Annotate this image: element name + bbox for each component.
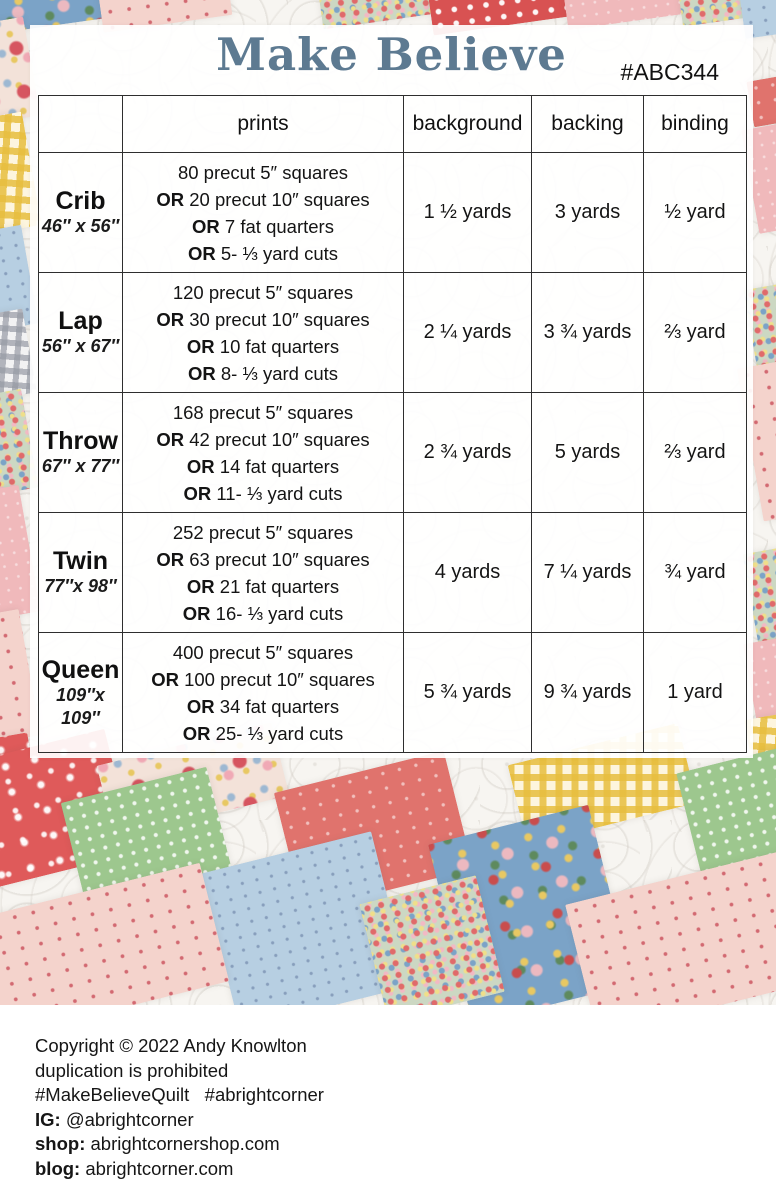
prints-line: OR 7 fat quarters [192,215,334,237]
prints-line: OR 21 fat quarters [186,575,340,597]
footer-contact-label: IG: [35,1108,61,1130]
prints-line: 400 precut 5″ squares [172,641,354,663]
size-cell: Twin 77″x 98″ [38,512,123,633]
yardage-table: prints background backing binding Crib 4… [38,95,747,753]
prints-line: OR 16- ⅓ yard cuts [182,602,344,624]
footer-contact-value: abrightcornershop.com [85,1133,280,1154]
prints-line: OR 11- ⅓ yard cuts [183,482,343,504]
binding-cell: ⅔ yard [643,392,747,513]
prints-line: OR 14 fat quarters [186,455,340,477]
size-cell: Crib 46″ x 56″ [38,152,123,273]
size-name: Queen [41,655,120,684]
backing-cell: 9 ¾ yards [531,632,644,753]
prints-cell: 400 precut 5″ squares OR 100 precut 10″ s… [122,632,404,753]
header-row: prints background backing binding [38,95,747,153]
size-table-body: Crib 46″ x 56″ 80 precut 5″ squares OR 20… [38,152,747,753]
background-cell: 2 ¼ yards [403,272,532,393]
prints-line: OR 20 precut 10″ squares [156,188,370,210]
backing-cell: 5 yards [531,392,644,513]
binding-cell: ¾ yard [643,512,747,633]
background-cell: 1 ½ yards [403,152,532,273]
footer-contact: IG: @abrightcorner [35,1108,324,1133]
col-header-binding: binding [643,95,747,153]
binding-cell: ½ yard [643,152,747,273]
binding-cell: ⅔ yard [643,272,747,393]
prints-cell: 168 precut 5″ squares OR 42 precut 10″ sq… [122,392,404,513]
pattern-title: Make Believe [216,28,567,81]
binding-cell: 1 yard [643,632,747,753]
prints-line: OR 34 fat quarters [186,695,340,717]
table-row: Twin 77″x 98″ 252 precut 5″ squares OR 63… [38,512,747,633]
prints-line: 120 precut 5″ squares [172,281,354,303]
size-dimensions: 46″ x 56″ [41,216,120,236]
footer-contact: blog: abrightcorner.com [35,1157,324,1182]
footer-line: duplication is prohibited [35,1059,229,1081]
footer-line: Copyright © 2022 Andy Knowlton [35,1035,307,1056]
footer-line: #MakeBelieveQuilt #abrightcorner [35,1084,324,1105]
fabric-patch-pink-floral [0,862,230,1005]
col-header-prints: prints [122,95,404,153]
footer-contact-label: blog: [35,1157,81,1179]
size-cell: Lap 56″ x 67″ [38,272,123,393]
col-header-background: background [403,95,532,153]
footer-contact-value: abrightcorner.com [80,1157,234,1179]
size-name: Lap [58,307,103,335]
backing-cell: 3 ¾ yards [531,272,644,393]
title-bar: Make Believe #ABC344 [30,25,753,95]
size-dimensions: 67″ x 77″ [41,456,120,476]
prints-line: 80 precut 5″ squares [177,161,349,183]
footer: Copyright © 2022 Andy Knowlton duplicatio… [35,1034,324,1181]
prints-line: OR 8- ⅓ yard cuts [187,362,339,384]
size-cell: Queen 109″x 109″ [38,632,123,753]
prints-cell: 252 precut 5″ squares OR 63 precut 10″ sq… [122,512,404,633]
background-cell: 2 ¾ yards [403,392,532,513]
table-row: Crib 46″ x 56″ 80 precut 5″ squares OR 20… [38,152,747,273]
size-cell: Throw 67″ x 77″ [38,392,123,513]
background-cell: 5 ¾ yards [403,632,532,753]
prints-line: OR 30 precut 10″ squares [156,308,370,330]
footer-contacts: IG: @abrightcorner shop: abrightcornersho… [35,1108,324,1182]
backing-cell: 3 yards [531,152,644,273]
size-dimensions: 109″x 109″ [56,684,105,728]
prints-line: OR 10 fat quarters [186,335,340,357]
backing-cell: 7 ¼ yards [531,512,644,633]
prints-line: 168 precut 5″ squares [172,401,354,423]
size-dimensions: 56″ x 67″ [41,336,120,356]
col-header-backing: backing [531,95,644,153]
info-panel: Make Believe #ABC344 prints background b… [30,25,753,758]
footer-contact-value: @abrightcorner [60,1108,194,1130]
footer-contact-label: shop: [35,1133,86,1154]
size-name: Twin [52,547,109,575]
prints-line: OR 100 precut 10″ squares [151,668,375,690]
prints-cell: 80 precut 5″ squares OR 20 precut 10″ squ… [122,152,404,273]
pattern-number: #ABC344 [620,59,719,85]
size-name: Throw [43,427,118,455]
prints-line: 252 precut 5″ squares [172,521,354,543]
prints-cell: 120 precut 5″ squares OR 30 precut 10″ sq… [122,272,404,393]
footer-contact: shop: abrightcornershop.com [35,1132,324,1157]
table-row: Lap 56″ x 67″ 120 precut 5″ squares OR 30… [38,272,747,393]
size-name: Crib [55,187,106,215]
background-cell: 4 yards [403,512,532,633]
table-row: Throw 67″ x 77″ 168 precut 5″ squares OR … [38,392,747,513]
col-header-size [38,95,123,153]
prints-line: OR 42 precut 10″ squares [156,428,370,450]
footer-lines: Copyright © 2022 Andy Knowlton duplicatio… [35,1034,324,1108]
table-row: Queen 109″x 109″ 400 precut 5″ squares OR… [38,632,747,753]
size-dimensions: 77″x 98″ [44,576,117,596]
prints-line: OR 5- ⅓ yard cuts [187,242,339,264]
prints-line: OR 25- ⅓ yard cuts [182,722,344,744]
prints-line: OR 63 precut 10″ squares [156,548,370,570]
